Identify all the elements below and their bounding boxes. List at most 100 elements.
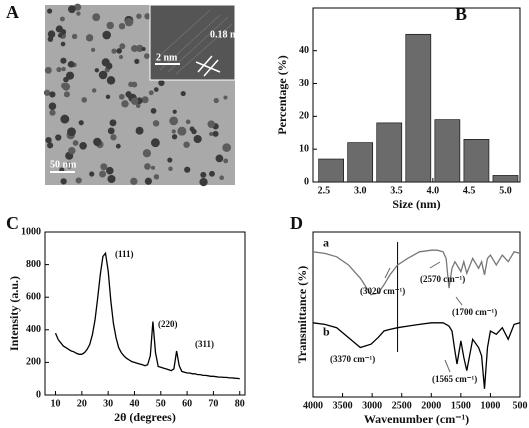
annotation: (2570 cm⁻¹) xyxy=(420,274,465,284)
particle xyxy=(152,120,160,127)
x-tick-label: 500 xyxy=(513,400,528,411)
particle xyxy=(43,89,51,96)
x-tick-label: 3000 xyxy=(362,400,382,411)
particle xyxy=(118,22,126,30)
y-tick-label: 40 xyxy=(299,45,309,56)
x-tick-label: 4.5 xyxy=(463,185,476,196)
particle xyxy=(130,177,138,185)
particle xyxy=(101,58,110,67)
particle xyxy=(106,166,114,175)
panel-label: C xyxy=(6,213,19,233)
particle xyxy=(136,44,144,53)
x-axis-label: Wavenumber (cm⁻¹) xyxy=(364,412,469,426)
series-line xyxy=(312,322,521,389)
y-tick-label: 0 xyxy=(304,176,309,187)
particle xyxy=(183,141,190,148)
inset-scale-label: 2 nm xyxy=(156,52,178,63)
particle xyxy=(185,119,191,125)
particle xyxy=(48,102,57,110)
y-tick-label: 600 xyxy=(26,291,41,302)
particle xyxy=(213,97,219,104)
particle xyxy=(107,127,115,135)
particle xyxy=(135,103,141,108)
particle xyxy=(118,54,123,59)
particle xyxy=(67,61,75,68)
particle xyxy=(90,47,96,53)
particle xyxy=(55,25,63,33)
particle xyxy=(44,66,52,74)
particle xyxy=(209,131,214,137)
particle xyxy=(106,76,116,85)
particle xyxy=(124,17,134,27)
particle xyxy=(121,100,129,108)
particle xyxy=(49,91,56,98)
particle xyxy=(63,76,69,83)
particle xyxy=(222,143,231,152)
scale-label: 50 nm xyxy=(50,159,77,170)
annotation-arrow xyxy=(429,261,441,269)
particle xyxy=(219,175,224,181)
series-line xyxy=(54,251,240,380)
x-tick-label: 3.0 xyxy=(354,185,367,196)
particle xyxy=(144,13,151,20)
particle xyxy=(180,91,186,97)
particle xyxy=(68,147,76,155)
x-tick-label: 5.0 xyxy=(499,185,512,196)
series-label: a xyxy=(323,236,329,250)
x-tick-label: 1500 xyxy=(451,400,471,411)
particle xyxy=(184,166,191,173)
particle xyxy=(79,142,87,150)
particle xyxy=(60,114,70,124)
particle xyxy=(63,91,70,98)
particle xyxy=(47,36,54,42)
series-label: b xyxy=(323,325,330,339)
particle xyxy=(45,136,52,144)
particle xyxy=(118,93,125,100)
particle xyxy=(67,127,76,137)
particle xyxy=(136,13,142,19)
particle xyxy=(193,134,202,144)
particle xyxy=(172,109,177,114)
y-axis-label: Percentage (%) xyxy=(275,55,289,134)
particle xyxy=(94,68,100,73)
particle xyxy=(189,126,195,132)
series-line xyxy=(312,249,521,296)
particle xyxy=(76,11,81,16)
annotation-arrow xyxy=(444,359,451,373)
particle xyxy=(75,177,82,184)
particle xyxy=(144,177,152,185)
particle xyxy=(116,48,122,54)
y-axis-label: Transmittance (%) xyxy=(295,266,309,363)
particle xyxy=(56,67,62,73)
particle xyxy=(110,134,117,141)
annotation: (1700 cm⁻¹) xyxy=(452,307,497,317)
particle xyxy=(223,95,228,100)
particle xyxy=(153,87,159,92)
particle xyxy=(171,134,178,140)
particle xyxy=(119,43,126,50)
particle xyxy=(130,97,139,105)
x-tick-label: 50 xyxy=(156,398,166,409)
particle xyxy=(98,70,108,80)
bar xyxy=(463,139,490,183)
particle xyxy=(177,126,187,136)
annotation: (220) xyxy=(158,319,178,329)
y-tick-label: 30 xyxy=(299,78,309,89)
particle xyxy=(68,5,76,14)
particle xyxy=(134,58,140,64)
particle xyxy=(59,16,65,22)
x-axis-label: 2θ (degrees) xyxy=(114,410,176,424)
bar xyxy=(347,142,374,183)
particle xyxy=(91,88,97,93)
particle xyxy=(142,149,152,158)
y-tick-label: 200 xyxy=(26,357,41,368)
particles xyxy=(43,3,231,187)
particle xyxy=(199,177,208,187)
particle xyxy=(65,161,74,169)
x-tick-label: 10 xyxy=(51,398,61,409)
particle xyxy=(71,33,78,40)
particle xyxy=(60,178,67,185)
y-tick-label: 1000 xyxy=(21,226,41,237)
x-tick-label: 3500 xyxy=(333,400,353,411)
